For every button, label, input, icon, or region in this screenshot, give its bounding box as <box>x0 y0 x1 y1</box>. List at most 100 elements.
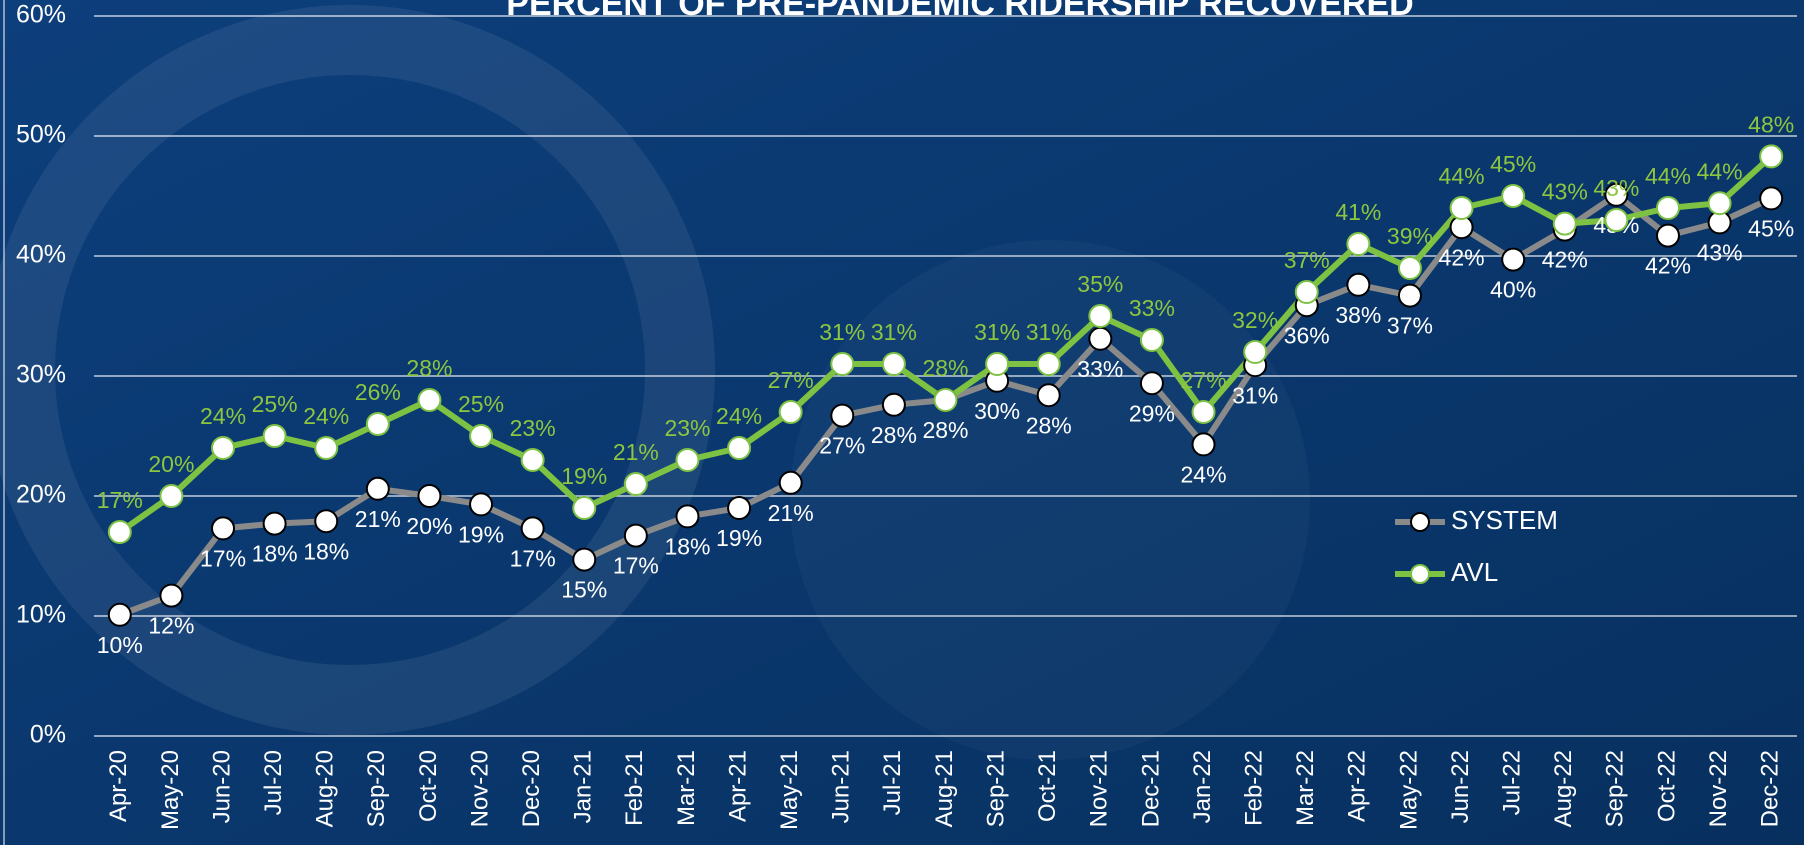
marker <box>469 492 494 517</box>
marker <box>1139 328 1164 352</box>
x-tick-label: Feb-22 <box>1240 750 1267 826</box>
x-tick-label: Apr-21 <box>724 750 751 822</box>
data-label: 25% <box>252 391 298 417</box>
data-label: 25% <box>458 391 504 417</box>
x-tick-label: Sep-20 <box>363 750 390 827</box>
y-tick-label: 10% <box>16 601 66 629</box>
data-label: 15% <box>561 577 607 603</box>
marker <box>1036 383 1061 408</box>
data-label: 20% <box>148 451 194 477</box>
marker <box>985 352 1010 376</box>
data-label: 30% <box>974 398 1020 424</box>
data-label: 33% <box>1077 356 1123 382</box>
x-tick-label: Sep-21 <box>982 750 1009 827</box>
x-tick-label: Oct-21 <box>1034 750 1061 822</box>
data-label: 23% <box>664 415 710 441</box>
decoration <box>0 5 715 735</box>
marker <box>262 511 287 536</box>
x-tick-label: May-21 <box>776 750 803 830</box>
marker <box>1759 144 1784 169</box>
marker <box>675 504 700 529</box>
marker <box>365 476 390 501</box>
data-label: 43% <box>1697 239 1743 265</box>
legend-marker <box>1410 512 1430 532</box>
legend-label: SYSTEM <box>1451 505 1558 535</box>
data-label: 28% <box>1026 412 1072 438</box>
marker <box>727 436 752 460</box>
x-tick-label: Jul-20 <box>260 750 287 815</box>
x-tick-label: Jan-22 <box>1189 750 1216 823</box>
data-label: 27% <box>819 433 865 459</box>
data-label: 41% <box>1335 199 1381 225</box>
x-tick-label: Jun-22 <box>1447 750 1474 823</box>
marker <box>675 448 700 472</box>
data-label: 21% <box>613 439 659 465</box>
marker <box>572 547 597 572</box>
marker <box>830 403 855 428</box>
data-label: 18% <box>303 538 349 564</box>
data-label: 10% <box>97 632 143 658</box>
marker <box>520 516 545 541</box>
marker <box>159 583 184 608</box>
marker <box>1346 232 1371 256</box>
data-label: 37% <box>1284 247 1330 273</box>
data-label: 39% <box>1387 223 1433 249</box>
x-tick-label: Oct-20 <box>415 750 442 822</box>
marker <box>1655 223 1680 248</box>
data-label: 48% <box>1748 111 1794 137</box>
data-label: 31% <box>974 319 1020 345</box>
data-label: 44% <box>1439 163 1485 189</box>
x-tick-label: Dec-22 <box>1757 750 1784 827</box>
marker <box>417 484 442 508</box>
data-label: 43% <box>1593 175 1639 201</box>
marker <box>520 448 545 472</box>
data-label: 42% <box>1439 244 1485 270</box>
data-label: 24% <box>1181 461 1227 487</box>
x-tick-label: Dec-20 <box>518 750 545 827</box>
data-label: 32% <box>1232 307 1278 333</box>
data-label: 29% <box>1129 400 1175 426</box>
marker <box>211 516 236 541</box>
y-tick-label: 50% <box>16 121 66 149</box>
marker <box>572 496 597 520</box>
x-tick-label: Mar-21 <box>673 750 700 826</box>
data-label: 24% <box>716 403 762 429</box>
x-tick-label: Jan-21 <box>570 750 597 823</box>
data-label: 37% <box>1387 313 1433 339</box>
data-label: 28% <box>922 355 968 381</box>
data-label: 24% <box>303 403 349 429</box>
x-tick-label: Mar-22 <box>1292 750 1319 826</box>
data-label: 42% <box>1645 253 1691 279</box>
data-label: 17% <box>97 487 143 513</box>
x-tick-label: Nov-20 <box>466 750 493 827</box>
x-tick-label: Dec-21 <box>1137 750 1164 827</box>
x-tick-label: Jul-22 <box>1499 750 1526 815</box>
data-label: 19% <box>561 463 607 489</box>
marker <box>262 424 287 448</box>
marker <box>107 602 132 627</box>
data-label: 19% <box>458 521 504 547</box>
data-label: 12% <box>148 613 194 639</box>
data-label: 45% <box>1490 151 1536 177</box>
marker <box>727 496 752 520</box>
marker <box>778 470 803 495</box>
marker <box>1191 400 1216 424</box>
marker <box>1604 182 1629 207</box>
marker <box>1191 432 1216 457</box>
data-label: 38% <box>1335 302 1381 328</box>
y-tick-label: 20% <box>16 481 66 509</box>
marker <box>1294 280 1319 304</box>
data-label: 45% <box>1748 215 1794 241</box>
data-label: 21% <box>355 506 401 532</box>
x-tick-label: Jun-21 <box>828 750 855 823</box>
marker <box>159 484 184 508</box>
marker <box>623 472 648 496</box>
marker <box>778 400 803 424</box>
legend-marker <box>1410 564 1430 584</box>
marker <box>1397 256 1422 280</box>
x-tick-label: Aug-20 <box>312 750 339 827</box>
data-label: 31% <box>871 319 917 345</box>
x-tick-label: Apr-20 <box>105 750 132 822</box>
